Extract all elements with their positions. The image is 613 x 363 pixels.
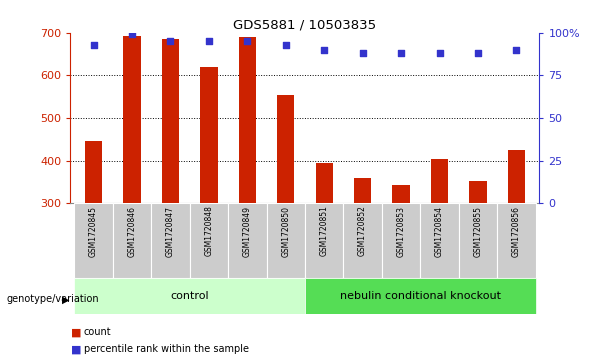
Bar: [151, 203, 189, 278]
Text: GSM1720850: GSM1720850: [281, 205, 290, 257]
Bar: [470, 181, 487, 203]
Text: GSM1720847: GSM1720847: [166, 205, 175, 257]
Bar: [354, 178, 371, 203]
Bar: [459, 203, 497, 278]
Point: [396, 50, 406, 56]
Bar: [316, 163, 333, 203]
Text: nebulin conditional knockout: nebulin conditional knockout: [340, 291, 501, 301]
Point: [358, 50, 368, 56]
Point: [166, 38, 175, 44]
Text: ■: ■: [70, 344, 81, 354]
Point: [242, 38, 252, 44]
Bar: [200, 67, 218, 203]
Bar: [431, 159, 448, 203]
Text: GSM1720849: GSM1720849: [243, 205, 252, 257]
Text: genotype/variation: genotype/variation: [6, 294, 99, 305]
Point: [281, 42, 291, 48]
Text: GSM1720852: GSM1720852: [358, 205, 367, 256]
Text: count: count: [84, 327, 112, 337]
Text: GSM1720853: GSM1720853: [397, 205, 406, 257]
Bar: [228, 203, 267, 278]
Title: GDS5881 / 10503835: GDS5881 / 10503835: [234, 19, 376, 32]
Bar: [305, 278, 536, 314]
Bar: [392, 185, 409, 203]
Text: GSM1720848: GSM1720848: [204, 205, 213, 256]
Bar: [382, 203, 421, 278]
Text: GSM1720854: GSM1720854: [435, 205, 444, 257]
Text: ■: ■: [70, 327, 81, 337]
Text: percentile rank within the sample: percentile rank within the sample: [84, 344, 249, 354]
Bar: [74, 203, 113, 278]
Text: GSM1720845: GSM1720845: [89, 205, 98, 257]
Point: [204, 38, 214, 44]
Text: GSM1720846: GSM1720846: [128, 205, 137, 257]
Text: GSM1720851: GSM1720851: [320, 205, 329, 256]
Bar: [267, 203, 305, 278]
Bar: [343, 203, 382, 278]
Text: control: control: [170, 291, 209, 301]
Bar: [189, 203, 228, 278]
Bar: [421, 203, 459, 278]
Text: GSM1720855: GSM1720855: [473, 205, 482, 257]
Point: [319, 47, 329, 53]
Point: [473, 50, 483, 56]
Bar: [238, 37, 256, 203]
Bar: [305, 203, 343, 278]
Bar: [74, 278, 305, 314]
Bar: [123, 36, 140, 203]
Text: GSM1720856: GSM1720856: [512, 205, 521, 257]
Bar: [277, 94, 294, 203]
Point: [89, 42, 99, 48]
Bar: [85, 142, 102, 203]
Bar: [162, 39, 179, 203]
Bar: [508, 150, 525, 203]
Bar: [113, 203, 151, 278]
Point: [435, 50, 444, 56]
Bar: [497, 203, 536, 278]
Point: [511, 47, 521, 53]
Point: [127, 32, 137, 37]
Text: ▶: ▶: [63, 294, 70, 305]
